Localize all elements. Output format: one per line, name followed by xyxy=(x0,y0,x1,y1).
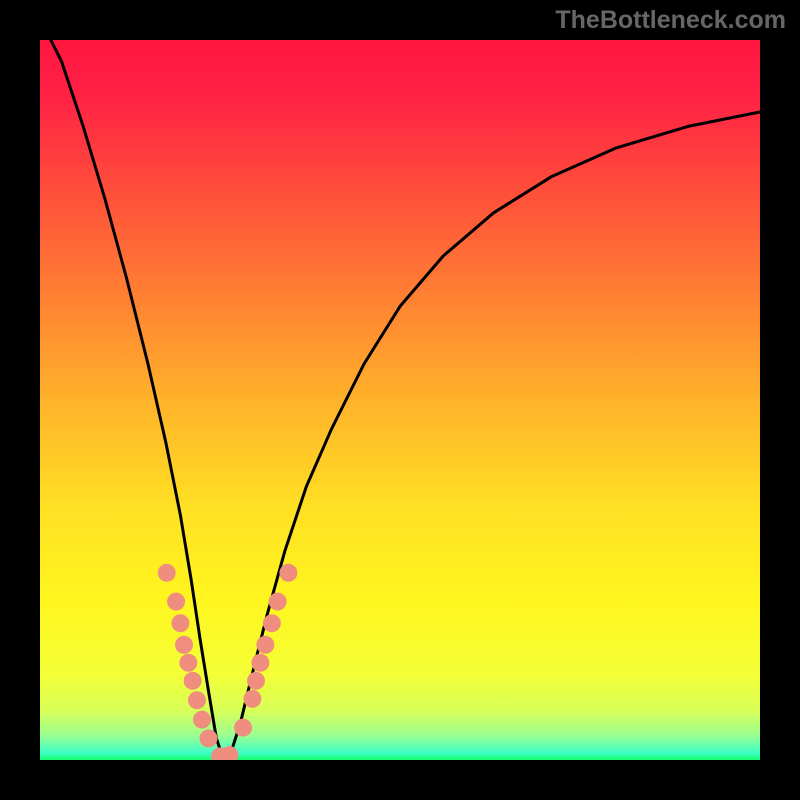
chart-container: TheBottleneck.com xyxy=(0,0,800,800)
scatter-point xyxy=(184,672,202,690)
scatter-point xyxy=(158,564,176,582)
scatter-point xyxy=(179,654,197,672)
scatter-point xyxy=(251,654,269,672)
scatter-point xyxy=(269,593,287,611)
scatter-point xyxy=(247,672,265,690)
chart-svg xyxy=(0,0,800,800)
watermark-text: TheBottleneck.com xyxy=(555,6,786,35)
scatter-point xyxy=(220,746,238,764)
scatter-point xyxy=(243,690,261,708)
scatter-point xyxy=(263,614,281,632)
scatter-point xyxy=(279,564,297,582)
plot-area xyxy=(40,40,760,760)
scatter-point xyxy=(167,593,185,611)
scatter-point xyxy=(193,711,211,729)
scatter-point xyxy=(188,691,206,709)
scatter-point xyxy=(175,636,193,654)
scatter-point xyxy=(171,614,189,632)
scatter-point xyxy=(199,729,217,747)
scatter-point xyxy=(256,636,274,654)
scatter-point xyxy=(234,719,252,737)
